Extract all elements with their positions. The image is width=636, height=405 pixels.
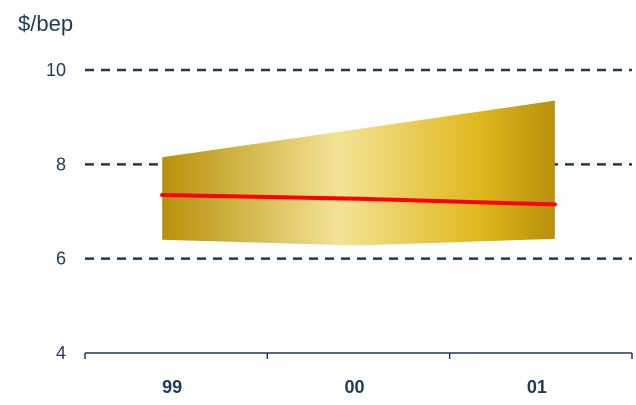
- band-area: [162, 100, 555, 246]
- x-tick-label-01: 01: [527, 377, 547, 397]
- series-line-0: [160, 192, 557, 207]
- forecast-band: [162, 100, 555, 246]
- y-tick-labels: 4 6 8 10: [46, 60, 66, 363]
- y-tick-label-6: 6: [56, 249, 66, 269]
- y-tick-label-4: 4: [56, 343, 66, 363]
- x-tick-label-00: 00: [344, 377, 364, 397]
- y-axis-unit-label: $/bep: [18, 11, 73, 36]
- x-tick-label-99: 99: [162, 377, 182, 397]
- x-axis: [84, 352, 633, 359]
- y-tick-label-10: 10: [46, 60, 66, 80]
- y-tick-label-8: 8: [56, 154, 66, 174]
- x-tick-labels: 99 00 01: [162, 377, 547, 397]
- series-layer: [160, 192, 557, 207]
